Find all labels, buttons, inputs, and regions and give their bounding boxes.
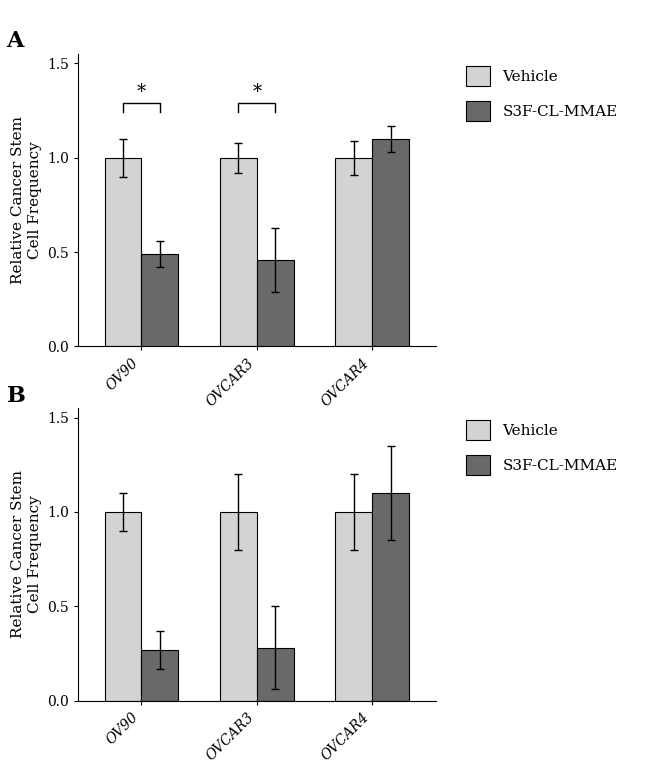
Bar [372, 139, 409, 346]
Bar [105, 158, 142, 346]
Y-axis label: Relative Cancer Stem
Cell Frequency: Relative Cancer Stem Cell Frequency [11, 470, 42, 638]
Bar [142, 254, 178, 346]
Legend: Vehicle, S3F-CL-MMAE: Vehicle, S3F-CL-MMAE [461, 416, 622, 480]
Bar [257, 648, 294, 701]
Bar [372, 493, 409, 701]
Text: B: B [6, 385, 25, 407]
Bar [220, 512, 257, 701]
Bar [335, 158, 372, 346]
Bar [142, 650, 178, 701]
Legend: Vehicle, S3F-CL-MMAE: Vehicle, S3F-CL-MMAE [461, 62, 622, 126]
Text: A: A [6, 31, 24, 52]
Y-axis label: Relative Cancer Stem
Cell Frequency: Relative Cancer Stem Cell Frequency [11, 116, 42, 284]
Bar [220, 158, 257, 346]
Bar [105, 512, 142, 701]
Bar [257, 259, 294, 346]
Text: *: * [252, 83, 261, 101]
Bar [335, 512, 372, 701]
Text: *: * [137, 83, 146, 101]
